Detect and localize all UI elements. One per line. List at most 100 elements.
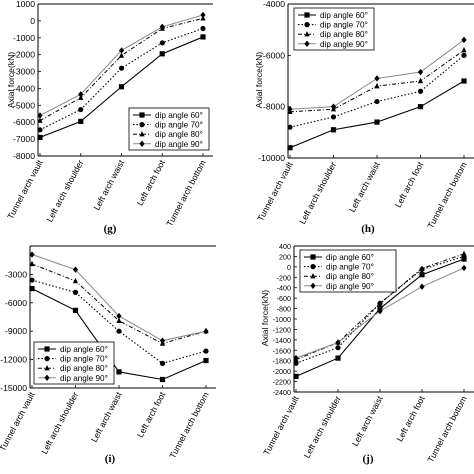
y-tick-label: -1600 [273,346,291,355]
x-tick-label: Left arch shoulder [302,394,343,460]
data-point [461,47,467,53]
data-point [29,260,35,267]
legend-label: dip angle 70° [60,355,108,364]
y-axis-label: Axial force(kN) [6,52,16,108]
y-tick-label: -7000 [13,134,35,144]
legend-swatch-marker [44,365,50,371]
data-point [461,78,467,84]
y-tick-label: -800 [277,305,291,314]
data-point [417,68,424,76]
y-tick-label: -2400 [273,388,291,397]
legend-label: dip angle 70° [320,21,368,30]
x-tick-label: Left arch waist [347,160,382,214]
legend-swatch-marker [44,374,50,381]
legend-swatch-marker [310,254,316,260]
data-point [293,373,299,379]
y-tick-label: -1200 [273,325,291,334]
y-tick-label: 0 [287,263,291,272]
series-line [39,27,204,131]
data-point [335,339,341,346]
data-point [78,106,84,113]
data-point [287,106,293,113]
legend-swatch-marker [310,264,316,270]
data-point [159,40,165,46]
panel-label: (j) [363,453,374,465]
data-point [29,251,35,258]
data-point [200,25,206,32]
data-point [377,300,383,306]
y-tick-label: -12000 [0,355,27,365]
legend-label: dip angle 70° [326,263,374,272]
x-tick-label: Left arch waist [350,394,385,448]
x-tick-label: Left arch foot [135,158,168,208]
legend-swatch-marker [304,31,310,37]
data-point [116,312,122,320]
y-tick-label: -200 [277,273,291,282]
data-point [116,328,122,334]
data-point [374,98,380,105]
x-tick-label: Tunnel arch bottom [425,160,468,230]
y-axis-label: Axial force(kN) [260,290,270,346]
data-point [461,256,467,262]
legend-label: dip angle 60° [326,253,374,262]
y-tick-label: -2200 [273,378,291,387]
y-tick-label: -1000 [13,33,35,43]
legend-label: dip angle 80° [155,130,203,139]
panel-label: (h) [361,223,375,235]
data-point [417,104,424,110]
y-tick-label: -5000 [13,100,35,110]
data-point [335,345,341,351]
data-point [29,277,35,283]
data-point [37,112,43,119]
data-point [118,47,125,54]
y-tick-label: -2000 [273,367,291,376]
data-point [330,127,337,133]
y-tick-label: -2000 [13,50,35,60]
y-tick-label: -3000 [13,67,35,77]
legend-swatch-marker [44,356,50,362]
x-tick-label: Tunnel arch vault [255,160,295,223]
y-tick-label: -6000 [263,50,285,60]
data-point [287,124,293,130]
data-point [200,11,206,19]
legend-swatch-marker [310,282,316,289]
data-point [419,283,425,290]
data-point [461,250,467,257]
legend-swatch-marker [139,131,145,137]
legend-label: dip angle 90° [326,282,374,291]
y-tick-label: -1400 [273,336,291,345]
y-tick-label: -600 [277,294,291,303]
legend-swatch-marker [139,112,145,118]
legend-swatch-marker [310,273,316,279]
y-tick-label: -9000 [5,326,27,336]
legend-label: dip angle 60° [320,11,368,20]
data-point [159,376,166,383]
y-tick-label: -6000 [13,117,35,127]
y-tick-label: -6000 [5,298,27,308]
data-point [417,88,424,94]
legend-label: dip angle 70° [155,121,203,130]
data-point [335,355,341,361]
x-tick-label: Left arch foot [394,394,427,444]
data-point [72,266,79,273]
data-point [293,354,299,362]
x-tick-label: Left arch waist [89,390,124,444]
series-line [39,14,204,116]
legend-label: dip angle 60° [155,111,203,120]
x-tick-label: Tunnel arch vault [0,390,37,453]
data-point [461,36,467,44]
x-tick-label: Left arch shoulder [39,390,80,456]
x-tick-label: Left arch foot [393,160,426,210]
legend: dip angle 60°dip angle 70°dip angle 80°d… [293,7,375,51]
legend-label: dip angle 90° [320,40,368,49]
data-point [118,52,125,58]
y-tick-label: -3000 [5,269,27,279]
series-line [31,254,207,342]
data-point [159,337,166,344]
data-point [374,75,380,82]
x-tick-label: Left arch foot [135,390,168,440]
panel-label: (i) [105,453,116,465]
data-point [200,34,206,40]
series-line [289,80,465,149]
data-point [417,77,424,84]
